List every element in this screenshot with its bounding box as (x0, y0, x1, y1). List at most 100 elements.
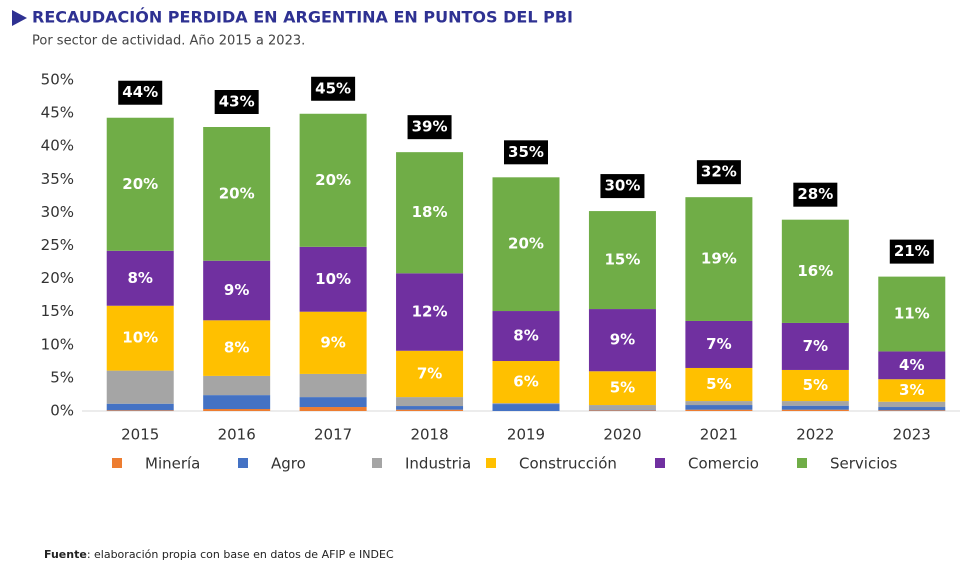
legend-label: Industria (405, 455, 471, 473)
total-label: 45% (315, 79, 351, 97)
bar-segment (106, 250, 174, 306)
source-text: : elaboración propia con base en datos d… (87, 548, 394, 561)
total-label-box (600, 174, 645, 199)
bar-segment (685, 197, 753, 321)
total-label: 39% (412, 118, 448, 136)
bar-segment (878, 410, 946, 411)
bar-segment (396, 406, 464, 410)
bar-segment (299, 373, 367, 398)
y-tick-label: 20% (41, 269, 74, 287)
legend-swatch (238, 458, 248, 468)
y-tick-label: 10% (41, 335, 74, 353)
total-label-box (214, 90, 259, 115)
total-label: 35% (508, 143, 544, 161)
total-label-box (889, 239, 934, 264)
bar-segment (492, 177, 560, 312)
value-label: 11% (894, 305, 930, 323)
legend-swatch (655, 458, 665, 468)
bar-segment (106, 305, 174, 371)
bar-segment (588, 371, 656, 406)
x-tick-label: 2018 (410, 426, 448, 444)
bar-segment (878, 276, 946, 352)
bar-segment (878, 407, 946, 411)
y-tick-label: 15% (41, 302, 74, 320)
value-label: 20% (219, 184, 255, 202)
value-label: 8% (513, 327, 538, 345)
x-tick-label: 2021 (700, 426, 738, 444)
x-tick-label: 2016 (218, 426, 256, 444)
bar-segment (203, 260, 271, 321)
bar-segment (781, 219, 849, 323)
value-label: 10% (315, 270, 351, 288)
bar-segment (396, 409, 464, 411)
bar-segment (203, 395, 271, 410)
bar-segment (106, 117, 174, 251)
value-label: 18% (412, 203, 448, 221)
legend-swatch (112, 458, 122, 468)
x-tick-label: 2019 (507, 426, 545, 444)
bar-segment (299, 311, 367, 374)
bar-segment (106, 370, 174, 404)
value-label: 5% (803, 376, 828, 394)
bar-segment (588, 409, 656, 411)
bar-segment (685, 320, 753, 368)
bar-segment (588, 405, 656, 410)
bar-segment (203, 320, 271, 376)
bar-segment (492, 311, 560, 362)
bar-segment (781, 401, 849, 406)
bar-segment (878, 401, 946, 408)
chart-subtitle: Por sector de actividad. Año 2015 a 2023… (32, 34, 305, 49)
value-label: 15% (604, 251, 640, 269)
bar-segment (781, 405, 849, 410)
bar-segment (299, 113, 367, 247)
value-label: 4% (899, 356, 924, 374)
value-label: 7% (803, 337, 828, 355)
y-tick-label: 35% (41, 170, 74, 188)
bar-segment (685, 405, 753, 410)
legend-label: Comercio (688, 455, 759, 473)
bar-segment (492, 403, 560, 405)
bar-segment (685, 367, 753, 402)
bar-segment (878, 351, 946, 380)
total-label-box (793, 182, 838, 207)
value-label: 8% (224, 339, 249, 357)
bar-segment (878, 379, 946, 402)
bar-segment (203, 375, 271, 396)
title-marker (12, 10, 27, 26)
total-label-box (118, 80, 163, 105)
source: Fuente: elaboración propia con base en d… (44, 548, 394, 561)
value-label: 6% (513, 373, 538, 391)
total-label: 21% (894, 242, 930, 260)
source-label: Fuente (44, 548, 87, 561)
total-label: 43% (219, 93, 255, 111)
value-label: 9% (320, 333, 345, 351)
bar-segment (106, 403, 174, 411)
total-label: 32% (701, 163, 737, 181)
total-label-box (504, 140, 548, 165)
y-tick-label: 45% (41, 104, 74, 122)
chart-title: RECAUDACIÓN PERDIDA EN ARGENTINA EN PUNT… (32, 8, 573, 27)
bar-segment (781, 409, 849, 411)
value-label: 20% (122, 175, 158, 193)
total-label-box (311, 76, 356, 101)
x-tick-label: 2015 (121, 426, 159, 444)
total-label-box (407, 115, 452, 140)
value-label: 20% (315, 171, 351, 189)
legend-swatch (372, 458, 382, 468)
x-tick-label: 2022 (796, 426, 834, 444)
legend-label: Servicios (830, 455, 898, 473)
value-label: 3% (899, 381, 924, 399)
x-tick-label: 2020 (603, 426, 641, 444)
value-label: 5% (610, 379, 635, 397)
value-label: 16% (797, 262, 833, 280)
bar-segment (299, 407, 367, 411)
total-label: 44% (122, 83, 158, 101)
bar-segment (588, 211, 656, 310)
y-tick-label: 30% (41, 203, 74, 221)
bar-segment (396, 152, 464, 274)
y-tick-label: 25% (41, 236, 74, 254)
value-label: 20% (508, 235, 544, 253)
y-tick-label: 50% (41, 71, 74, 89)
legend-swatch (486, 458, 496, 468)
